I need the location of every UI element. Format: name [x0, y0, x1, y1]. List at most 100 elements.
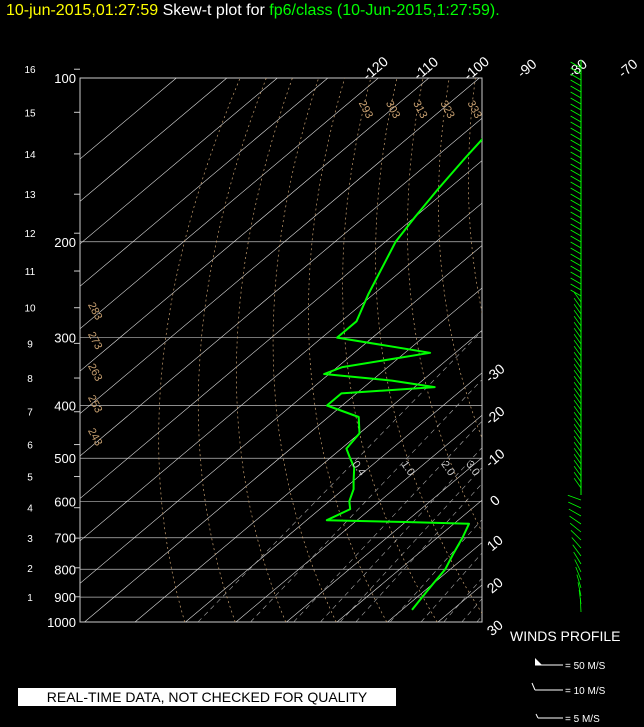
wind-barb	[570, 223, 582, 231]
right-temp-label: 30	[484, 616, 506, 638]
plot-frame	[79, 77, 483, 623]
wind-barb	[570, 85, 582, 93]
adiabat-label: 303	[383, 99, 402, 121]
height-label: 15	[24, 108, 36, 119]
chart-title: 10-jun-2015,01:27:59 Skew-t plot for fp6…	[6, 2, 500, 20]
pressure-label: 300	[54, 331, 76, 346]
mixing-ratio-low-label-group: 3.0	[463, 459, 482, 478]
legend-text-10: = 10 M/S	[565, 686, 606, 697]
wind-barb	[573, 291, 582, 303]
top-temp-label: -100	[460, 53, 492, 83]
wind-barb	[573, 447, 582, 459]
mixing-ratio-low-label: 3.0	[463, 459, 482, 478]
adiabat-label-group: 243	[85, 426, 104, 448]
top-temp-label-group: -100	[460, 53, 492, 83]
legend-barb-5	[535, 713, 539, 719]
wind-barb	[570, 247, 582, 255]
right-temp-label-group: -20	[482, 403, 508, 428]
winds-profile-label: WINDS PROFILE	[510, 628, 621, 644]
adiabat-label-group: 263	[85, 362, 104, 384]
wind-barb	[573, 369, 582, 381]
wind-barb	[572, 544, 582, 557]
wind-barb	[570, 121, 582, 129]
wind-barb	[570, 199, 582, 207]
wind-barb	[570, 217, 582, 225]
wind-barb	[570, 157, 582, 165]
wind-barb	[573, 309, 582, 321]
wind-barb	[573, 459, 582, 471]
title-datetime: 10-jun-2015,01:27:59	[6, 2, 159, 19]
wind-barb	[573, 411, 582, 423]
wind-barb	[573, 477, 582, 489]
isotherm-line	[336, 499, 482, 622]
dewpoint-trace	[323, 138, 482, 611]
top-temp-label-group: -70	[615, 55, 641, 80]
isotherm-line	[80, 78, 329, 287]
right-temp-label-group: -10	[482, 445, 508, 470]
wind-barb	[570, 133, 582, 141]
right-temp-label: 0	[487, 492, 503, 509]
wind-barb	[570, 169, 582, 177]
dry-adiabat-line	[236, 78, 293, 622]
mixing-ratio-line	[490, 242, 644, 622]
wind-barb	[570, 235, 582, 243]
adiabat-label-group: 293	[356, 99, 375, 121]
dry-adiabat-line	[197, 78, 267, 622]
adiabat-label: 263	[85, 362, 104, 384]
isotherm-line	[80, 160, 482, 499]
wind-barb	[570, 91, 582, 99]
isotherm-line	[80, 78, 228, 202]
wind-barb	[568, 501, 582, 509]
wind-barb	[573, 339, 582, 351]
adiabat-label-group: 333	[465, 99, 484, 121]
legend-pennant-50	[535, 658, 542, 665]
wind-barb	[573, 465, 582, 477]
mixing-ratio-line	[476, 615, 482, 622]
right-temp-label-group: -30	[482, 360, 508, 385]
height-label: 16	[24, 65, 36, 76]
pressure-label: 700	[54, 531, 76, 546]
top-temp-label: -80	[564, 55, 590, 80]
legend-text-5: = 5 M/S	[565, 714, 600, 725]
isotherm-line	[387, 542, 482, 622]
top-temp-label-group: -90	[514, 55, 540, 80]
top-temp-label-group: -80	[564, 55, 590, 80]
adiabat-label: 283	[85, 300, 104, 322]
wind-barb	[570, 259, 582, 267]
quality-disclaimer: REAL-TIME DATA, NOT CHECKED FOR QUALITY	[18, 688, 396, 706]
wind-barb	[573, 351, 582, 363]
wind-barb	[573, 303, 582, 315]
height-label: 1	[27, 593, 33, 604]
wind-barb	[573, 321, 582, 333]
top-temp-label: -90	[514, 55, 540, 80]
pressure-label: 200	[54, 235, 76, 250]
wind-barb	[570, 79, 582, 87]
temperature-trace	[488, 78, 641, 610]
wind-barb	[573, 417, 582, 429]
wind-barb	[570, 241, 582, 249]
wind-barb	[571, 537, 582, 549]
pressure-label: 400	[54, 399, 76, 414]
height-label: 13	[24, 190, 36, 201]
wind-barb	[573, 551, 582, 565]
height-label: 4	[27, 504, 33, 515]
wind-barb	[570, 205, 582, 213]
isotherm-line	[80, 78, 430, 372]
wind-barb	[570, 145, 582, 153]
wind-barb	[573, 429, 582, 441]
wind-barb	[570, 163, 582, 171]
wind-barb	[573, 453, 582, 465]
isotherm-line	[134, 330, 482, 622]
wind-barb	[570, 229, 582, 237]
isotherm-line	[590, 78, 644, 622]
wind-barb	[570, 529, 582, 541]
adiabat-label-group: 303	[383, 99, 402, 121]
dry-adiabat-line	[526, 78, 644, 622]
wind-barb	[576, 574, 582, 589]
pressure-label: 1000	[47, 615, 76, 630]
mixing-ratio-line	[501, 242, 644, 622]
dry-adiabat-line	[632, 78, 644, 622]
isotherm-line	[80, 117, 482, 457]
wind-barb	[573, 423, 582, 435]
wind-barb	[573, 435, 582, 447]
